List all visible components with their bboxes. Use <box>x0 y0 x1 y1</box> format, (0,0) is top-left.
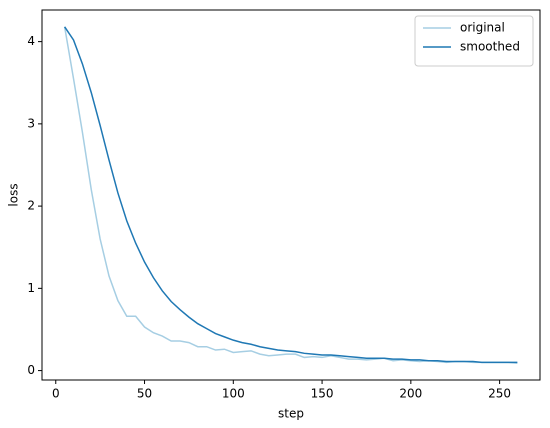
y-tick-label: 0 <box>27 363 35 377</box>
legend-label: smoothed <box>460 40 520 54</box>
y-axis-label: loss <box>7 183 21 206</box>
y-tick-label: 4 <box>27 34 35 48</box>
x-tick-label: 200 <box>399 387 422 401</box>
x-tick-label: 150 <box>311 387 334 401</box>
y-tick-label: 1 <box>27 281 35 295</box>
axes-frame <box>41 9 541 381</box>
x-tick-label: 250 <box>488 387 511 401</box>
x-tick-label: 50 <box>137 387 152 401</box>
series-line <box>64 26 518 364</box>
y-tick-label: 3 <box>27 116 35 130</box>
series-line <box>63 26 518 364</box>
y-tick-label: 2 <box>27 199 35 213</box>
x-tick-label: 0 <box>52 387 60 401</box>
x-axis-label: step <box>278 407 304 421</box>
x-tick-label: 100 <box>222 387 245 401</box>
legend-label: original <box>460 21 505 35</box>
